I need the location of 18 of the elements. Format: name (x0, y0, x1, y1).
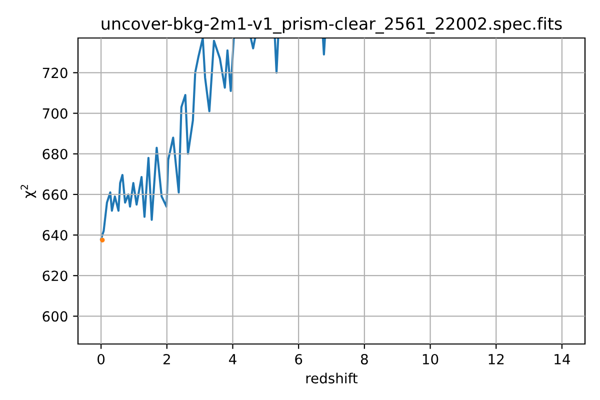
y-tick-label: 640 (42, 230, 68, 241)
y-tick-label: 600 (42, 311, 68, 322)
x-tick-label: 6 (295, 354, 302, 364)
x-tick-label: 0 (98, 354, 105, 364)
y-tick-label: 680 (42, 148, 68, 160)
y-tick-label: 720 (42, 68, 68, 78)
y-tick-label: 700 (42, 108, 68, 119)
x-tick-label: 4 (228, 354, 236, 364)
y-axis-title: χ$^{2}$ (20, 184, 36, 198)
x-axis-title: redshift (306, 372, 358, 384)
x-tick-label: 10 (422, 354, 438, 364)
x-tick-label: 2 (163, 354, 170, 364)
y-tick-label: 620 (42, 270, 68, 282)
x-tick-label: 12 (488, 354, 504, 364)
y-tick-label: 660 (42, 189, 68, 200)
x-tick-label: 8 (360, 354, 368, 364)
chart-title: uncover-bkg-2m1-v1_prism-clear_2561_22002.spec.fits (102, 17, 562, 34)
x-tick-label: 14 (554, 354, 570, 364)
